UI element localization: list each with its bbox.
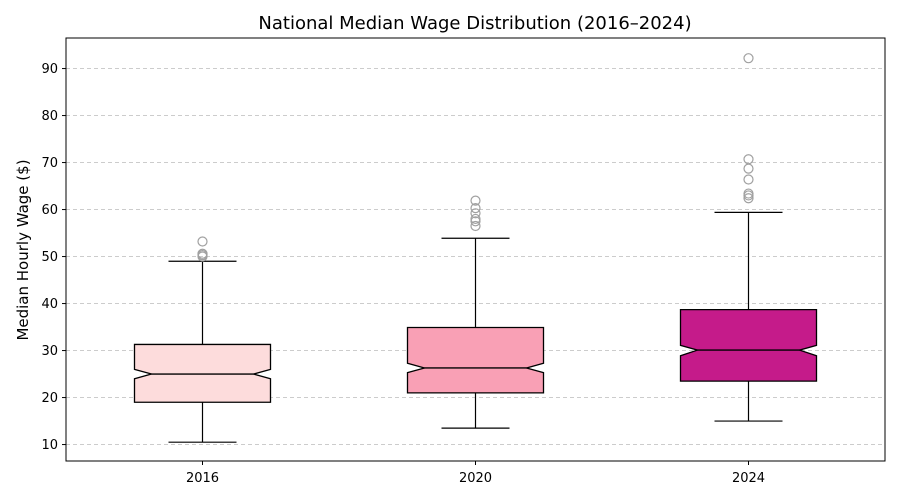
outlier-point <box>470 195 481 206</box>
y-tick-label: 90 <box>41 62 58 77</box>
box-series <box>133 53 818 443</box>
box-2024 <box>679 53 818 422</box>
outlier-point <box>470 208 481 219</box>
outlier-point <box>470 213 481 225</box>
outlier-point <box>470 203 481 214</box>
chart-title: National Median Wage Distribution (2016–… <box>258 13 691 34</box>
y-tick-label: 70 <box>41 156 58 171</box>
y-tick-label: 10 <box>41 438 58 453</box>
y-tick-label: 20 <box>41 391 58 406</box>
x-tick-label: 2016 <box>186 471 219 486</box>
box-2020 <box>406 195 545 429</box>
outlier-point <box>743 53 754 64</box>
y-tick-label: 40 <box>41 297 58 312</box>
outlier-point <box>743 188 754 199</box>
box-body <box>679 309 818 382</box>
x-tick-label: 2020 <box>459 471 492 486</box>
y-tick-label: 30 <box>41 344 58 359</box>
y-axis-label: Median Hourly Wage ($) <box>14 159 32 340</box>
outlier-point <box>470 220 481 232</box>
outlier-point <box>743 174 754 185</box>
outlier-point <box>743 193 754 204</box>
box-body <box>406 326 545 394</box>
x-axis-ticks: 2016 2020 2024 <box>186 461 765 486</box>
y-tick-label: 80 <box>41 109 58 124</box>
x-tick-label: 2024 <box>732 471 765 486</box>
outlier-point <box>743 163 754 174</box>
box-body <box>133 343 272 403</box>
y-axis-ticks: 10 20 30 40 50 60 70 80 90 <box>41 62 66 453</box>
outlier-point <box>743 154 754 165</box>
box-2016 <box>133 236 272 443</box>
outlier-point <box>197 248 208 259</box>
y-tick-label: 60 <box>41 203 58 218</box>
outlier-point <box>197 236 208 247</box>
y-tick-label: 50 <box>41 250 58 265</box>
